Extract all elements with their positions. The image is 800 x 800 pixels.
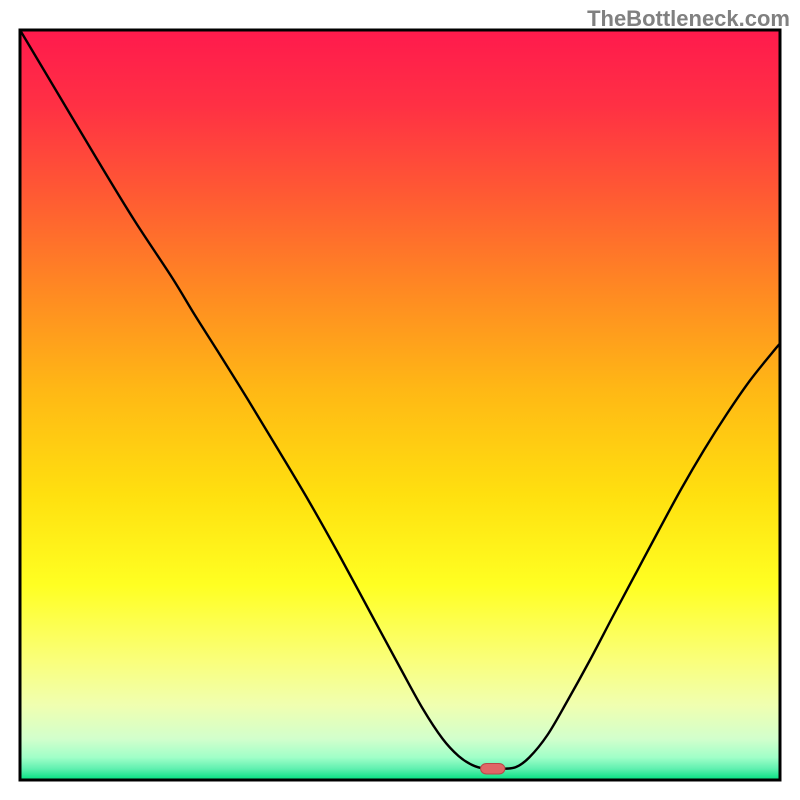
watermark-label: TheBottleneck.com	[587, 6, 790, 32]
bottleneck-chart	[0, 0, 800, 800]
chart-container: TheBottleneck.com	[0, 0, 800, 800]
optimum-marker	[481, 764, 505, 775]
